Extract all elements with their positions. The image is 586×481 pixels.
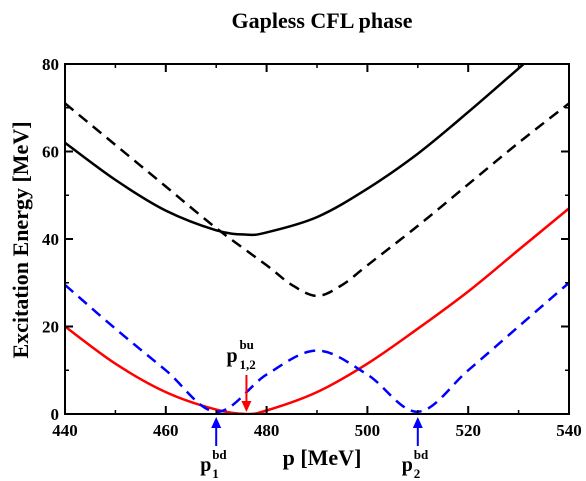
chart-title: Gapless CFL phase	[232, 8, 413, 33]
annotation-label-1: p	[226, 345, 237, 367]
x-tick-label: 440	[52, 421, 78, 440]
y-tick-label: 20	[42, 318, 59, 337]
series-line-4	[65, 281, 569, 414]
annotation-label-2: p	[200, 454, 211, 476]
annotation-subscript-2: 1	[212, 466, 219, 481]
annotation-superscript-2: bd	[212, 447, 227, 462]
x-axis-label: p [MeV]	[283, 445, 362, 470]
x-tick-label: 460	[153, 421, 179, 440]
annotation-superscript-1: bu	[239, 337, 253, 352]
y-tick-label: 40	[42, 230, 59, 249]
y-axis-label: Excitation Energy [MeV]	[8, 121, 33, 358]
series-line-3	[65, 207, 569, 414]
x-tick-label: 520	[455, 421, 481, 440]
annotation-arrow-head	[412, 417, 423, 428]
annotation-arrow-head	[211, 417, 222, 428]
x-tick-label: 480	[254, 421, 280, 440]
annotation-subscript-3: 2	[414, 466, 421, 481]
y-tick-label: 60	[42, 143, 59, 162]
annotation-superscript-3: bd	[414, 447, 429, 462]
series-line-1	[65, 64, 526, 237]
y-tick-label: 80	[42, 55, 59, 74]
annotation-arrow-head	[241, 401, 252, 412]
annotation-label-3: p	[402, 454, 413, 476]
x-tick-label: 500	[355, 421, 381, 440]
series-line-2	[65, 102, 569, 298]
plot-frame	[64, 63, 570, 415]
y-tick-label: 0	[51, 405, 60, 424]
annotation-subscript-1: 1,2	[239, 357, 255, 372]
x-tick-label: 540	[556, 421, 582, 440]
